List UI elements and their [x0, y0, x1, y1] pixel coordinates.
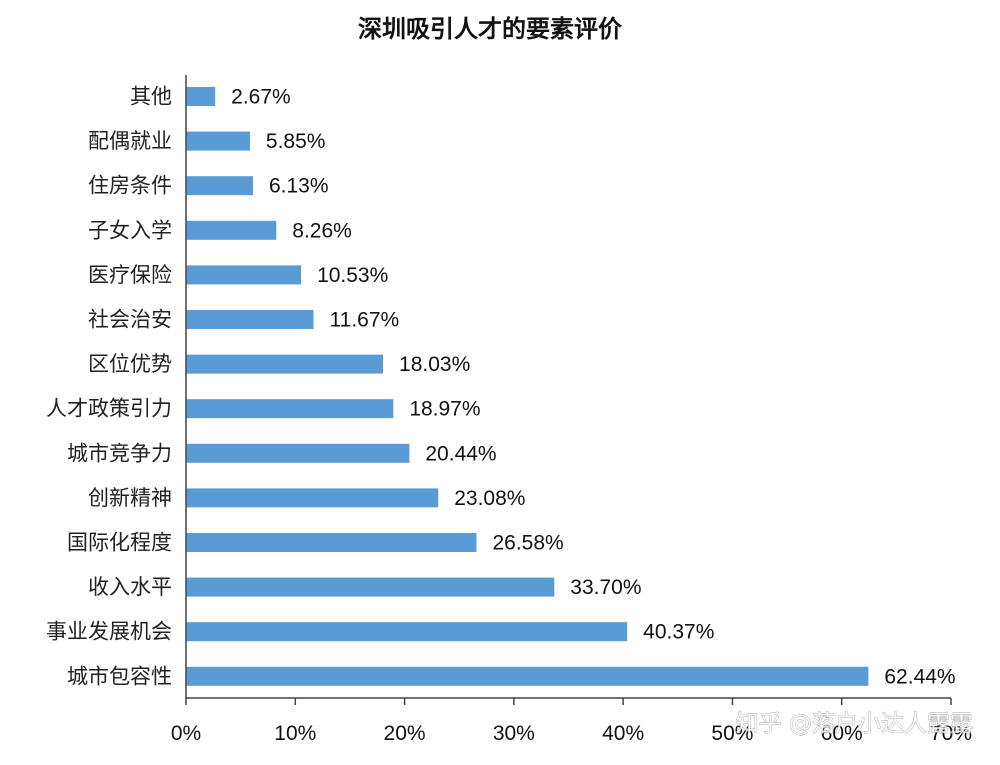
bar-11	[186, 577, 555, 597]
category-label-1: 配偶就业	[88, 129, 172, 153]
data-label-9: 23.08%	[454, 487, 525, 510]
bar-4	[186, 265, 302, 285]
x-tick-label-2: 20%	[384, 722, 426, 745]
category-label-9: 创新精神	[88, 486, 172, 510]
x-tick-label-0: 0%	[171, 722, 201, 745]
data-label-13: 62.44%	[884, 665, 955, 688]
data-label-1: 5.85%	[266, 130, 326, 153]
data-label-8: 20.44%	[425, 442, 496, 465]
category-label-4: 医疗保险	[88, 263, 172, 287]
x-tick-label-5: 50%	[711, 722, 753, 745]
bar-9	[186, 488, 439, 508]
bar-10	[186, 533, 477, 552]
category-label-13: 城市包容性	[67, 664, 172, 688]
bar-12	[186, 622, 628, 642]
category-label-0: 其他	[130, 85, 172, 109]
x-tick-label-6: 60%	[821, 722, 863, 745]
category-label-6: 区位优势	[88, 352, 172, 376]
bar-1	[186, 131, 250, 151]
data-label-2: 6.13%	[269, 175, 329, 198]
x-tick-label-4: 40%	[602, 722, 644, 745]
category-label-8: 城市竞争力	[67, 441, 172, 465]
data-label-5: 11.67%	[330, 309, 400, 332]
data-label-3: 8.26%	[292, 219, 352, 242]
x-tick-label-1: 10%	[274, 722, 316, 745]
data-label-11: 33.70%	[570, 576, 641, 599]
bar-8	[186, 443, 410, 463]
x-tick-label-7: 70%	[930, 722, 972, 745]
bar-6	[186, 354, 384, 374]
category-label-3: 子女入学	[88, 218, 172, 242]
data-label-0: 2.67%	[231, 86, 291, 109]
data-label-6: 18.03%	[399, 353, 470, 376]
data-label-12: 40.37%	[643, 621, 714, 644]
bar-5	[186, 310, 314, 329]
x-tick-label-3: 30%	[493, 722, 535, 745]
category-label-2: 住房条件	[88, 174, 172, 198]
watermark-text: 知乎 @落户小达人露露	[736, 711, 973, 737]
category-label-10: 国际化程度	[67, 531, 172, 555]
chart-title: 深圳吸引人才的要素评价	[358, 15, 623, 43]
data-label-10: 26.58%	[492, 532, 563, 555]
bar-13	[186, 666, 869, 686]
bars-group: 其他 2.67% 配偶就业 5.85% 住房条件 6.13% 子女入学 8.26% 医疗保险 10…	[46, 85, 956, 689]
category-label-12: 事业发展机会	[46, 620, 172, 644]
data-label-4: 10.53%	[317, 264, 388, 287]
category-label-5: 社会治安	[88, 308, 172, 332]
bar-2	[186, 176, 253, 196]
category-label-7: 人才政策引力	[46, 397, 172, 421]
category-label-11: 收入水平	[88, 575, 172, 599]
axes-group: 0% 10% 20% 30% 40% 50% 60% 70%	[171, 75, 972, 745]
bar-7	[186, 399, 394, 419]
bar-3	[186, 220, 277, 240]
bar-0	[186, 87, 216, 106]
data-label-7: 18.97%	[409, 398, 480, 421]
